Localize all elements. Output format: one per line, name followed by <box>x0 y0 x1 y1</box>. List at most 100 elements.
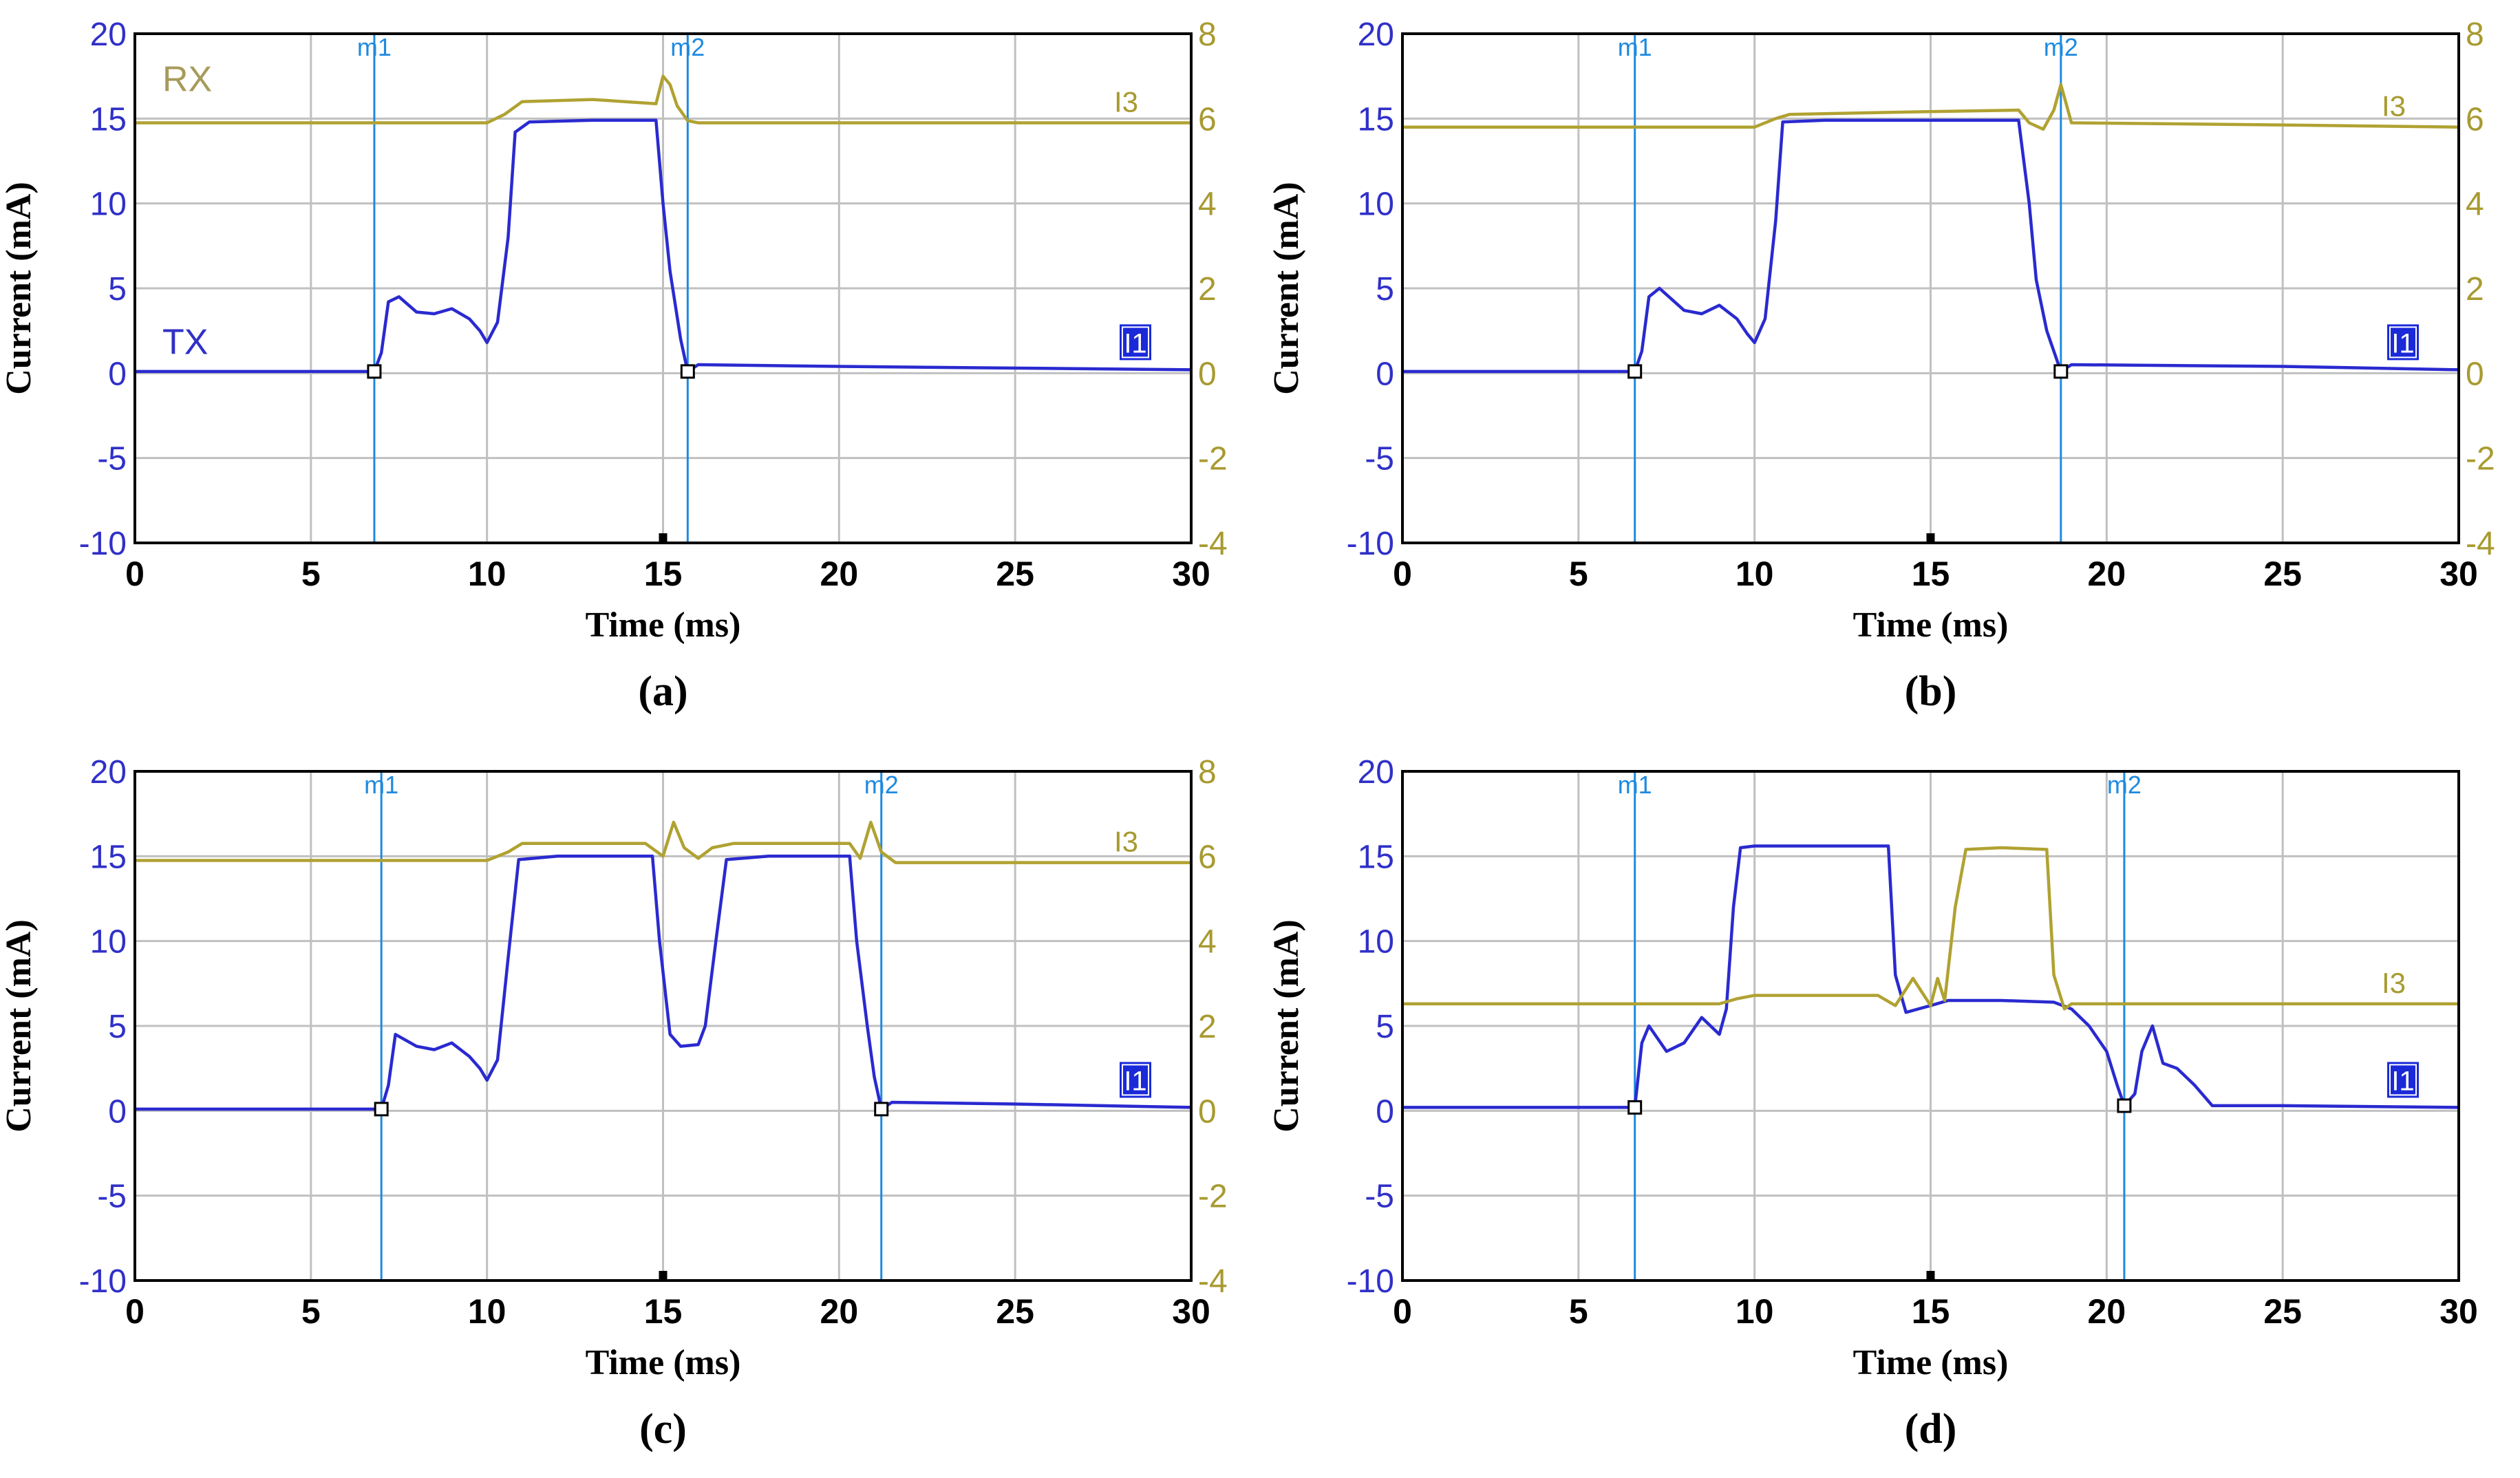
y-tick-label: -5 <box>97 441 127 478</box>
marker-label-m2: m2 <box>864 771 899 799</box>
y2-tick-label: 4 <box>2466 186 2484 223</box>
tx-label: TX <box>162 322 208 362</box>
x-tick-label: 15 <box>644 555 683 593</box>
i1-tag: I1 <box>2391 328 2414 358</box>
x-tick-label: 15 <box>644 1292 683 1331</box>
marker-point-m1[interactable] <box>1627 1100 1643 1115</box>
x-tick-label: 20 <box>820 1292 859 1331</box>
i1-tag-border <box>2389 1064 2417 1096</box>
x-tick-label: 30 <box>1172 1292 1210 1331</box>
i1-tag: I1 <box>1124 328 1146 358</box>
x-tick-label: 30 <box>2439 555 2478 593</box>
x-tick-label: 30 <box>1172 555 1210 593</box>
y-tick-label: 5 <box>1376 1009 1394 1045</box>
series-line-tx <box>1402 844 2459 1109</box>
y2-tick-label: 2 <box>1198 271 1217 308</box>
y-tick-label: 5 <box>108 1009 127 1045</box>
y-tick-label: 15 <box>1358 839 1394 875</box>
rx-label: RX <box>162 59 212 99</box>
y-tick-label: 20 <box>90 17 127 53</box>
i3-tag: I3 <box>1114 826 1138 858</box>
series-line-tx <box>1402 118 2459 374</box>
y2-tick-label: 6 <box>1198 101 1217 138</box>
series-line-rx <box>135 74 1191 125</box>
trigger-marker <box>1926 533 1935 542</box>
marker-point-m2[interactable] <box>2117 1098 2132 1113</box>
marker-label-m1: m1 <box>1618 33 1652 61</box>
y-tick-label: -5 <box>1365 441 1394 478</box>
x-tick-label: 10 <box>468 555 506 593</box>
x-axis-label: Time (ms) <box>1853 606 2009 645</box>
x-tick-label: 15 <box>1912 1292 1950 1331</box>
x-tick-label: 0 <box>125 555 145 593</box>
marker-point-m2[interactable] <box>2053 364 2069 379</box>
y-tick-label: 0 <box>1376 356 1394 392</box>
y2-tick-label: 0 <box>1198 356 1217 392</box>
y2-tick-label: -2 <box>1198 441 1228 478</box>
trigger-marker <box>1926 1271 1935 1279</box>
i1-tag: I1 <box>1124 1066 1146 1096</box>
x-tick-label: 5 <box>301 1292 321 1331</box>
x-tick-label: 10 <box>468 1292 506 1331</box>
y-tick-label: 15 <box>1358 101 1394 138</box>
x-tick-label: 0 <box>125 1292 145 1331</box>
y-tick-label: 10 <box>1358 924 1394 961</box>
y-tick-label: 20 <box>1358 754 1394 791</box>
x-tick-label: 0 <box>1393 555 1412 593</box>
y-axis-label: Current (mA) <box>1267 919 1306 1133</box>
plot-border <box>134 32 1193 544</box>
y2-tick-label: -4 <box>1198 1263 1228 1300</box>
y2-tick-label: -2 <box>1198 1179 1228 1215</box>
i3-tag: I3 <box>1114 86 1138 118</box>
y-tick-label: 5 <box>108 271 127 308</box>
x-tick-label: 25 <box>996 1292 1034 1331</box>
x-tick-label: 25 <box>2263 555 2302 593</box>
x-tick-label: 20 <box>820 555 859 593</box>
trigger-marker <box>659 533 668 542</box>
x-tick-label: 5 <box>301 555 321 593</box>
y2-tick-label: 6 <box>1198 839 1217 875</box>
marker-point-m1[interactable] <box>367 364 382 379</box>
y-tick-label: 10 <box>90 924 127 961</box>
x-tick-label: 5 <box>1569 555 1588 593</box>
y2-tick-label: 4 <box>1198 186 1217 223</box>
y-tick-label: -5 <box>1365 1179 1394 1215</box>
marker-point-m1[interactable] <box>374 1102 389 1117</box>
y-tick-label: 0 <box>108 1093 127 1130</box>
y-tick-label: 0 <box>1376 1093 1394 1130</box>
y-tick-label: -5 <box>97 1179 127 1215</box>
y-axis-label: Current (mA) <box>0 182 39 395</box>
grid <box>1402 771 2459 1281</box>
i1-tag-border <box>1122 1064 1149 1096</box>
y-axis-label: Current (mA) <box>1267 182 1306 395</box>
series-line-tx <box>135 118 1192 374</box>
i1-tag-border <box>1122 326 1149 358</box>
y2-tick-label: 0 <box>2466 356 2484 392</box>
y-tick-label: -10 <box>79 1263 127 1300</box>
y2-tick-label: 8 <box>1198 17 1217 53</box>
marker-label-m2: m2 <box>2044 33 2078 61</box>
y-tick-label: -10 <box>1347 1263 1394 1300</box>
marker-label-m1: m1 <box>357 33 392 61</box>
marker-label-m2: m2 <box>670 33 705 61</box>
y2-tick-label: 0 <box>1198 1093 1217 1130</box>
x-tick-label: 0 <box>1393 1292 1412 1331</box>
y2-tick-label: -2 <box>2466 441 2495 478</box>
marker-point-m1[interactable] <box>1627 364 1643 379</box>
y2-tick-label: 2 <box>1198 1009 1217 1045</box>
y-tick-label: 15 <box>90 101 127 138</box>
grid <box>135 34 1191 543</box>
i1-tag-box <box>1120 1062 1151 1098</box>
i1-tag-border <box>2389 326 2417 358</box>
i1-tag: I1 <box>2391 1066 2414 1096</box>
series-line-rx <box>135 820 1191 864</box>
marker-label-m1: m1 <box>1618 771 1652 799</box>
marker-label-m2: m2 <box>2107 771 2142 799</box>
marker-point-m2[interactable] <box>680 364 695 379</box>
trigger-marker <box>659 1271 668 1279</box>
marker-point-m2[interactable] <box>874 1102 889 1117</box>
